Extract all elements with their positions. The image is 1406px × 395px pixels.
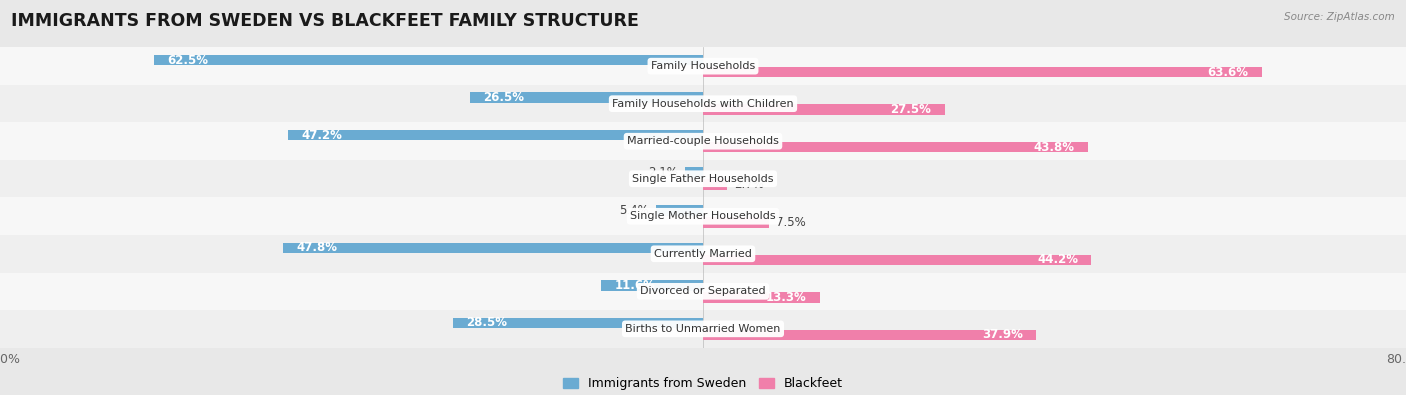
Text: 27.5%: 27.5% [890, 103, 932, 116]
FancyBboxPatch shape [0, 198, 1406, 235]
Text: 13.3%: 13.3% [766, 291, 807, 304]
Text: Births to Unmarried Women: Births to Unmarried Women [626, 324, 780, 334]
FancyBboxPatch shape [0, 273, 1406, 310]
Text: Single Mother Households: Single Mother Households [630, 211, 776, 221]
Text: Divorced or Separated: Divorced or Separated [640, 286, 766, 296]
FancyBboxPatch shape [0, 47, 1406, 85]
FancyBboxPatch shape [0, 122, 1406, 160]
Text: 37.9%: 37.9% [981, 328, 1024, 341]
Bar [655, 205, 703, 216]
Bar [703, 217, 769, 228]
Bar [703, 292, 820, 303]
Bar [283, 243, 703, 253]
FancyBboxPatch shape [0, 85, 1406, 122]
Text: IMMIGRANTS FROM SWEDEN VS BLACKFEET FAMILY STRUCTURE: IMMIGRANTS FROM SWEDEN VS BLACKFEET FAMI… [11, 12, 640, 30]
Text: Single Father Households: Single Father Households [633, 174, 773, 184]
Text: 63.6%: 63.6% [1208, 66, 1249, 79]
Text: Source: ZipAtlas.com: Source: ZipAtlas.com [1284, 12, 1395, 22]
Bar [470, 92, 703, 103]
Bar [703, 104, 945, 115]
Text: 62.5%: 62.5% [167, 54, 208, 67]
Bar [703, 254, 1091, 265]
Text: 47.2%: 47.2% [301, 129, 342, 142]
Bar [153, 55, 703, 66]
Text: 11.6%: 11.6% [614, 279, 655, 292]
Text: 7.5%: 7.5% [776, 216, 806, 229]
FancyBboxPatch shape [0, 160, 1406, 198]
Text: Currently Married: Currently Married [654, 249, 752, 259]
FancyBboxPatch shape [0, 310, 1406, 348]
Bar [685, 167, 703, 178]
Bar [703, 67, 1263, 77]
Text: 43.8%: 43.8% [1033, 141, 1074, 154]
Bar [703, 329, 1036, 340]
Text: Married-couple Households: Married-couple Households [627, 136, 779, 146]
Bar [703, 179, 727, 190]
Bar [703, 142, 1088, 152]
Text: 2.7%: 2.7% [734, 178, 763, 191]
Text: Family Households: Family Households [651, 61, 755, 71]
Bar [602, 280, 703, 291]
Text: 44.2%: 44.2% [1038, 253, 1078, 266]
FancyBboxPatch shape [0, 235, 1406, 273]
Text: 2.1%: 2.1% [648, 166, 678, 179]
Legend: Immigrants from Sweden, Blackfeet: Immigrants from Sweden, Blackfeet [558, 372, 848, 395]
Bar [453, 318, 703, 328]
Text: 47.8%: 47.8% [297, 241, 337, 254]
Text: Family Households with Children: Family Households with Children [612, 99, 794, 109]
Text: 5.4%: 5.4% [619, 204, 648, 217]
Text: 26.5%: 26.5% [484, 91, 524, 104]
Bar [288, 130, 703, 141]
Text: 28.5%: 28.5% [465, 316, 506, 329]
